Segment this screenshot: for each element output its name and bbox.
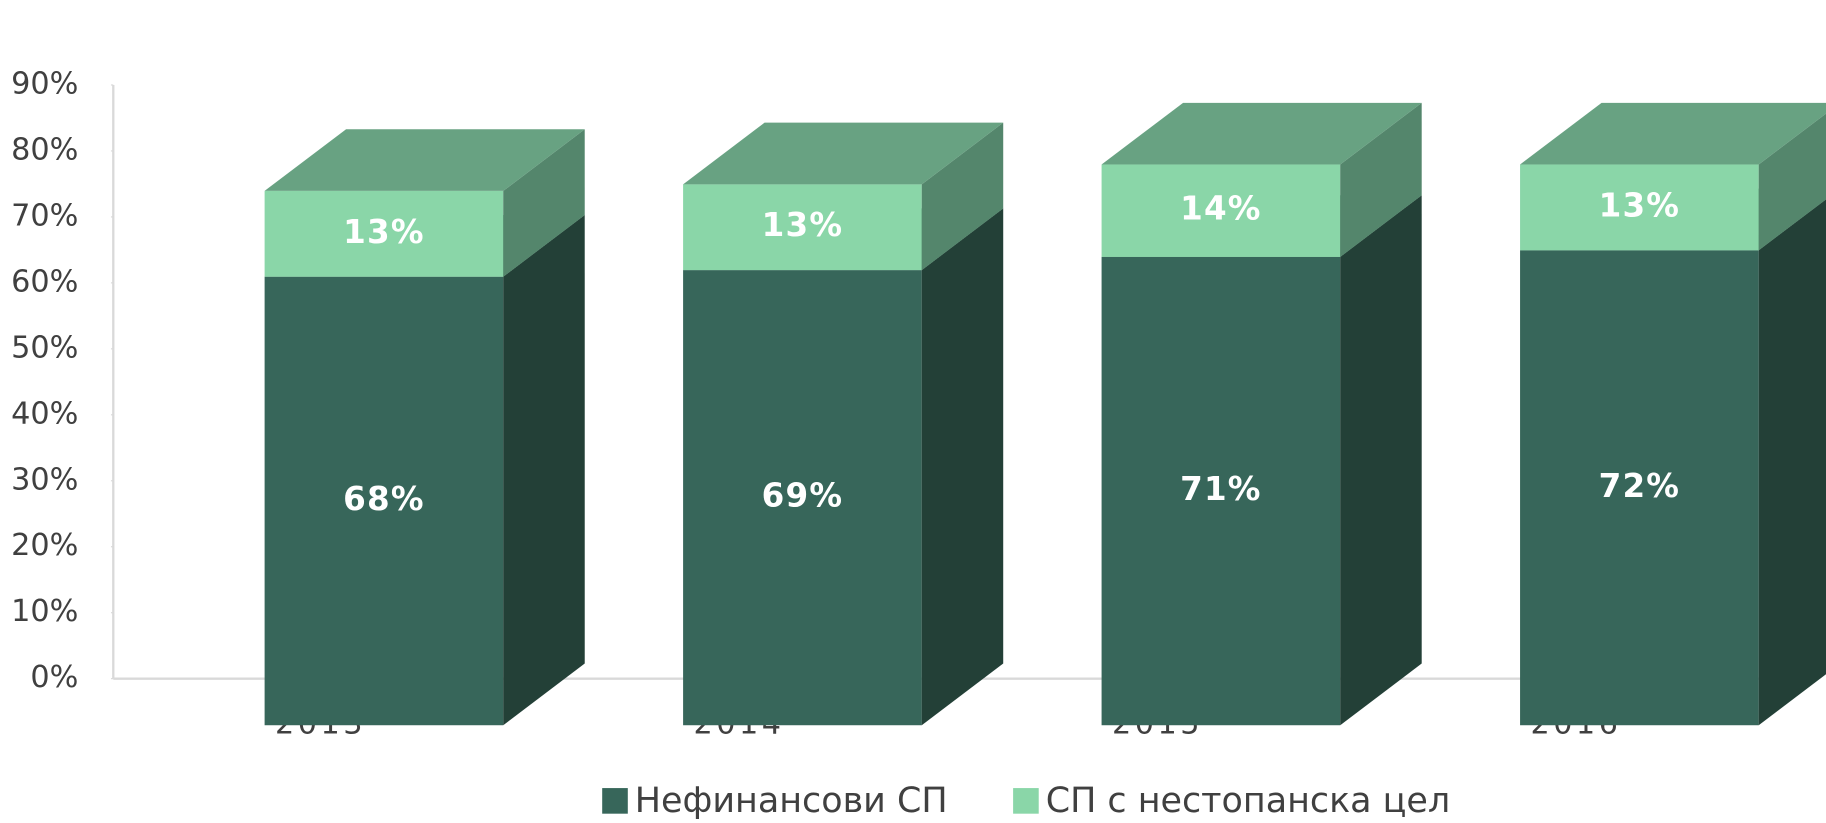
- y-tick-label: 20%: [11, 528, 78, 563]
- y-tick-label: 10%: [11, 594, 78, 629]
- bar-front: [1520, 250, 1759, 726]
- bar-top: [683, 122, 1004, 185]
- bar-front: [683, 270, 922, 726]
- bar-top: [264, 129, 585, 191]
- bar-top: [1101, 102, 1422, 165]
- data-label: 68%: [343, 480, 424, 518]
- bar-front: [1101, 164, 1341, 257]
- bar-side: [921, 122, 1004, 271]
- data-label: 13%: [762, 206, 843, 244]
- legend-label: СП с нестопанска цел: [1046, 781, 1451, 821]
- bar-front: [1520, 164, 1759, 251]
- legend-label: Нефинансови СП: [635, 781, 948, 821]
- bar-side: [921, 208, 1004, 726]
- bar-front: [264, 190, 504, 277]
- y-tick-label: 0%: [30, 660, 78, 695]
- bar-front: [1101, 256, 1341, 726]
- y-tick-label: 80%: [11, 132, 78, 167]
- data-label: 71%: [1180, 470, 1261, 508]
- y-tick-label: 50%: [11, 330, 78, 365]
- data-label: 13%: [1599, 186, 1680, 224]
- data-label: 13%: [343, 213, 424, 251]
- y-tick-label: 90%: [11, 66, 78, 101]
- bar-top: [1520, 102, 1826, 165]
- legend-swatch: [602, 788, 628, 814]
- legend-swatch: [1013, 788, 1039, 814]
- data-label: 69%: [762, 477, 843, 515]
- bar-front: [683, 184, 922, 271]
- y-tick-label: 30%: [11, 462, 78, 497]
- bar-side: [1340, 102, 1422, 257]
- bar-side: [1758, 199, 1826, 726]
- y-tick-label: 40%: [11, 396, 78, 431]
- y-tick-label: 70%: [11, 198, 78, 233]
- bar-side: [1758, 113, 1826, 251]
- y-tick-label: 60%: [11, 264, 78, 299]
- data-label: 72%: [1599, 467, 1680, 505]
- data-label: 14%: [1180, 190, 1261, 228]
- bar-side: [1340, 195, 1422, 726]
- bar-front: [264, 276, 504, 726]
- bar-side: [503, 129, 585, 277]
- bar-side: [503, 214, 585, 726]
